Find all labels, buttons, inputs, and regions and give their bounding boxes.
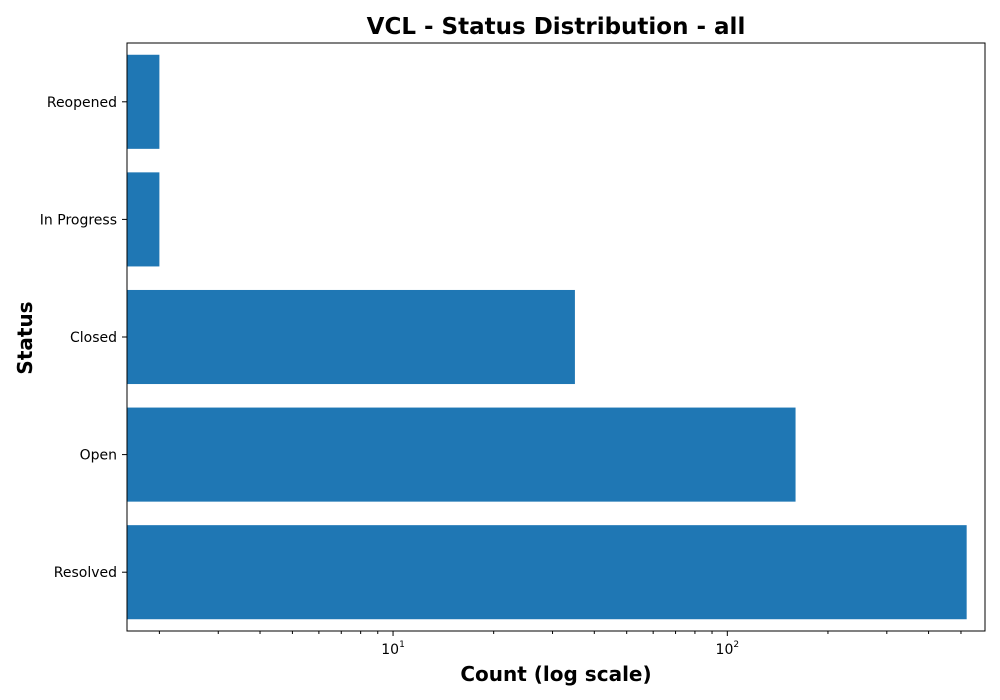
y-tick-label: Closed (70, 330, 117, 346)
bar-closed (127, 289, 575, 385)
y-tick-label: Resolved (54, 565, 117, 581)
y-axis-ticks: Resolved Open Closed In Progress Reopened (40, 95, 127, 581)
x-tick-label: 101 (381, 640, 405, 658)
x-tick-exponent: 1 (399, 640, 405, 650)
bar-open (127, 407, 796, 502)
y-tick-label: Open (80, 448, 117, 464)
y-tick-label: Reopened (47, 95, 117, 111)
x-tick-exponent: 2 (733, 640, 739, 650)
x-tick-label: 102 (716, 640, 740, 658)
bar-reopened (127, 54, 160, 149)
y-tick-label: In Progress (40, 212, 117, 228)
x-tick-base: 10 (716, 642, 734, 658)
bar-resolved (127, 525, 967, 620)
x-axis-label: Count (log scale) (460, 662, 651, 686)
y-axis-label: Status (13, 301, 37, 374)
bar-in-progress (127, 172, 160, 267)
x-axis-ticks: 101 102 (158, 631, 962, 658)
x-tick-base: 10 (381, 642, 399, 658)
bars-group (127, 54, 967, 620)
chart-title: VCL - Status Distribution - all (367, 14, 746, 40)
